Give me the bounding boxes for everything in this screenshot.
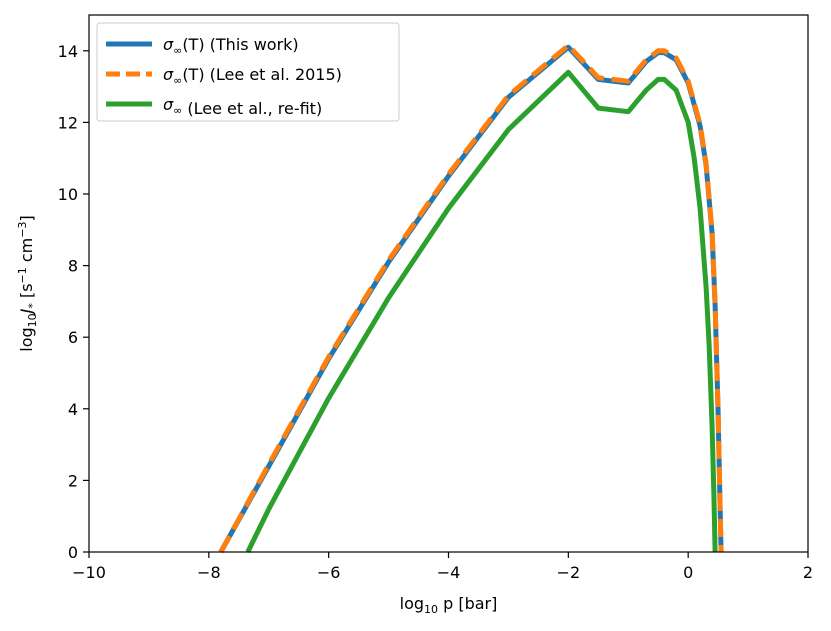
x-tick-label: −6	[317, 563, 341, 582]
y-tick-label: 14	[58, 42, 78, 61]
legend-label-lee-2015: σ∞(T) (Lee et al. 2015)	[163, 65, 342, 87]
series-line-this-work	[218, 44, 724, 554]
y-tick-label: 10	[58, 185, 78, 204]
x-tick-label: 0	[683, 563, 693, 582]
x-tick-label: −10	[72, 563, 106, 582]
y-tick-label: 12	[58, 113, 78, 132]
legend-box	[96, 22, 400, 122]
legend-entry-this-work: σ∞(T) (This work)	[106, 35, 299, 57]
y-tick-label: 6	[68, 328, 78, 347]
plot-lines	[218, 42, 724, 554]
y-axis: 0 2 4 6 8 10 12 14	[58, 42, 89, 562]
y-axis-label: log10J* [s−1 cm−3]	[16, 215, 39, 351]
legend: σ∞(T) (This work) σ∞(T) (Lee et al. 2015…	[96, 22, 400, 122]
y-tick-label: 0	[68, 543, 78, 562]
series-line-lee-2015	[218, 42, 724, 554]
y-tick-label: 8	[68, 257, 78, 276]
legend-label-lee-refit: σ∞ (Lee et al., re-fit)	[163, 95, 322, 118]
x-axis: −10 −8 −6 −4 −2 0 2	[72, 552, 813, 582]
x-tick-label: 2	[803, 563, 813, 582]
x-axis-label: log10 p [bar]	[400, 594, 498, 616]
series-line-lee-refit	[245, 69, 718, 554]
legend-label-this-work: σ∞(T) (This work)	[163, 35, 299, 57]
x-tick-label: −2	[557, 563, 581, 582]
y-tick-label: 2	[68, 471, 78, 490]
legend-entry-lee-refit: σ∞ (Lee et al., re-fit)	[106, 95, 322, 118]
y-tick-label: 4	[68, 400, 78, 419]
legend-entry-lee-2015: σ∞(T) (Lee et al. 2015)	[106, 65, 342, 87]
x-tick-label: −8	[197, 563, 221, 582]
x-tick-label: −4	[437, 563, 461, 582]
